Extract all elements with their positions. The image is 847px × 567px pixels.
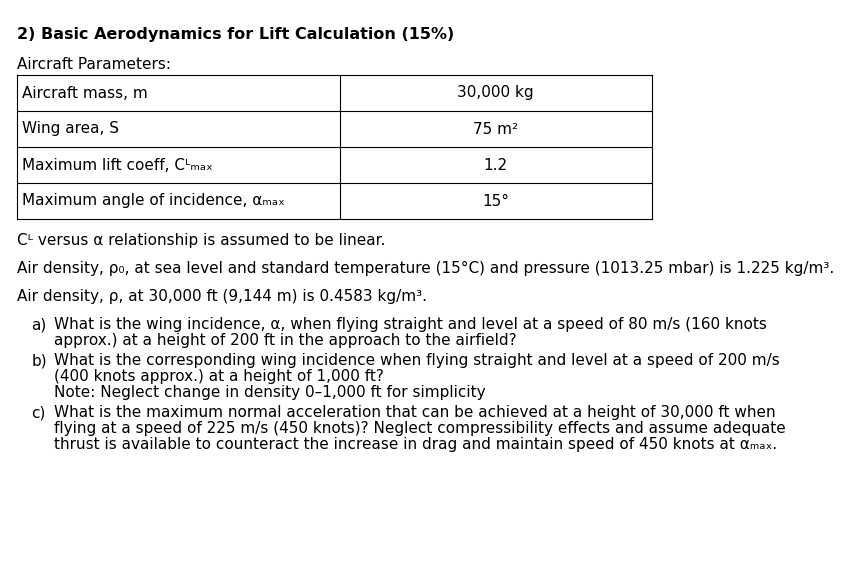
Text: 1.2: 1.2 bbox=[484, 158, 508, 172]
Text: Aircraft mass, m: Aircraft mass, m bbox=[22, 86, 148, 100]
Text: What is the maximum normal acceleration that can be achieved at a height of 30,0: What is the maximum normal acceleration … bbox=[53, 405, 775, 420]
Text: Aircraft Parameters:: Aircraft Parameters: bbox=[18, 57, 171, 72]
Text: Maximum angle of incidence, αₘₐₓ: Maximum angle of incidence, αₘₐₓ bbox=[22, 193, 285, 209]
Text: Wing area, S: Wing area, S bbox=[22, 121, 119, 137]
Text: Air density, ρ, at 30,000 ft (9,144 m) is 0.4583 kg/m³.: Air density, ρ, at 30,000 ft (9,144 m) i… bbox=[18, 289, 428, 304]
Text: 75 m²: 75 m² bbox=[473, 121, 518, 137]
Text: approx.) at a height of 200 ft in the approach to the airfield?: approx.) at a height of 200 ft in the ap… bbox=[53, 333, 517, 348]
Text: c): c) bbox=[31, 405, 46, 420]
Text: Note: Neglect change in density 0–1,000 ft for simplicity: Note: Neglect change in density 0–1,000 … bbox=[53, 385, 485, 400]
Text: b): b) bbox=[31, 353, 47, 368]
Text: thrust is available to counteract the increase in drag and maintain speed of 450: thrust is available to counteract the in… bbox=[53, 437, 777, 452]
Text: What is the corresponding wing incidence when flying straight and level at a spe: What is the corresponding wing incidence… bbox=[53, 353, 779, 368]
Text: (400 knots approx.) at a height of 1,000 ft?: (400 knots approx.) at a height of 1,000… bbox=[53, 369, 384, 384]
Text: 30,000 kg: 30,000 kg bbox=[457, 86, 534, 100]
Text: Maximum lift coeff, Cᴸₘₐₓ: Maximum lift coeff, Cᴸₘₐₓ bbox=[22, 158, 213, 172]
Text: 2) Basic Aerodynamics for Lift Calculation (15%): 2) Basic Aerodynamics for Lift Calculati… bbox=[18, 27, 455, 42]
Text: What is the wing incidence, α, when flying straight and level at a speed of 80 m: What is the wing incidence, α, when flyi… bbox=[53, 317, 767, 332]
Text: 15°: 15° bbox=[482, 193, 509, 209]
Text: flying at a speed of 225 m/s (450 knots)? Neglect compressibility effects and as: flying at a speed of 225 m/s (450 knots)… bbox=[53, 421, 785, 436]
Text: a): a) bbox=[31, 317, 47, 332]
Text: Cᴸ versus α relationship is assumed to be linear.: Cᴸ versus α relationship is assumed to b… bbox=[18, 233, 386, 248]
Text: Air density, ρ₀, at sea level and standard temperature (15°C) and pressure (1013: Air density, ρ₀, at sea level and standa… bbox=[18, 261, 834, 276]
